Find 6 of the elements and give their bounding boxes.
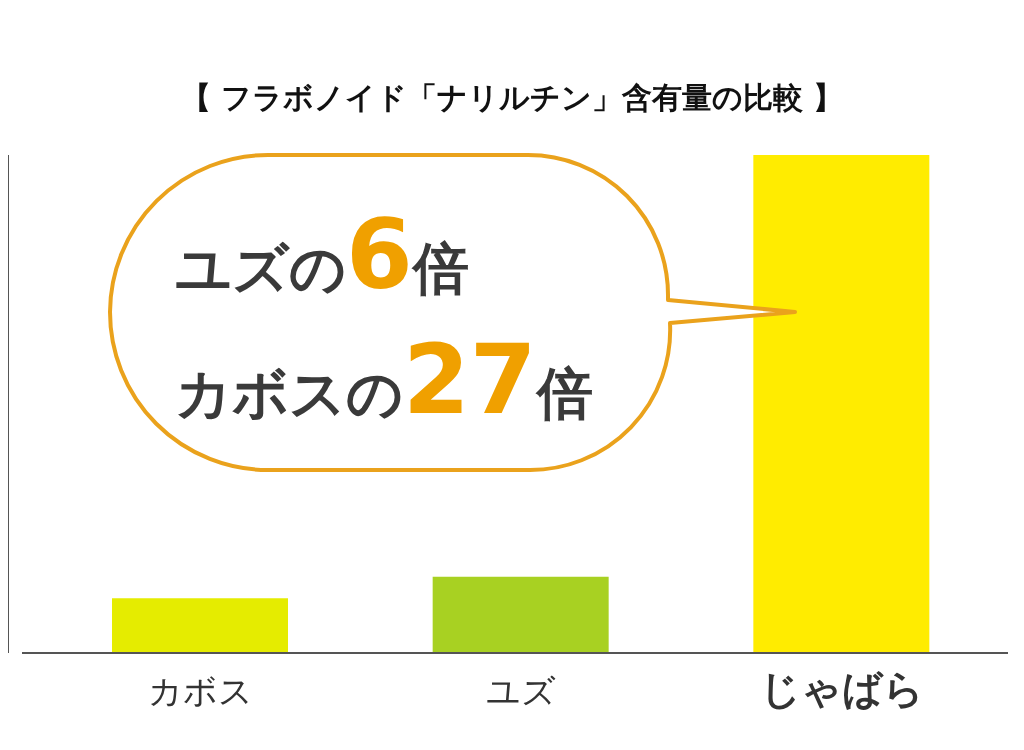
x-tick-label: ユズ xyxy=(486,671,556,711)
annotation: ユズの6倍 xyxy=(175,199,469,311)
x-tick-label: カボス xyxy=(147,671,253,711)
x-tick-label: じゃばら xyxy=(759,666,924,712)
chart-title: 【 フラボノイド「ナリルチン」含有量の比較 】 xyxy=(179,79,845,117)
annotation: カボスの27倍 xyxy=(175,324,593,436)
